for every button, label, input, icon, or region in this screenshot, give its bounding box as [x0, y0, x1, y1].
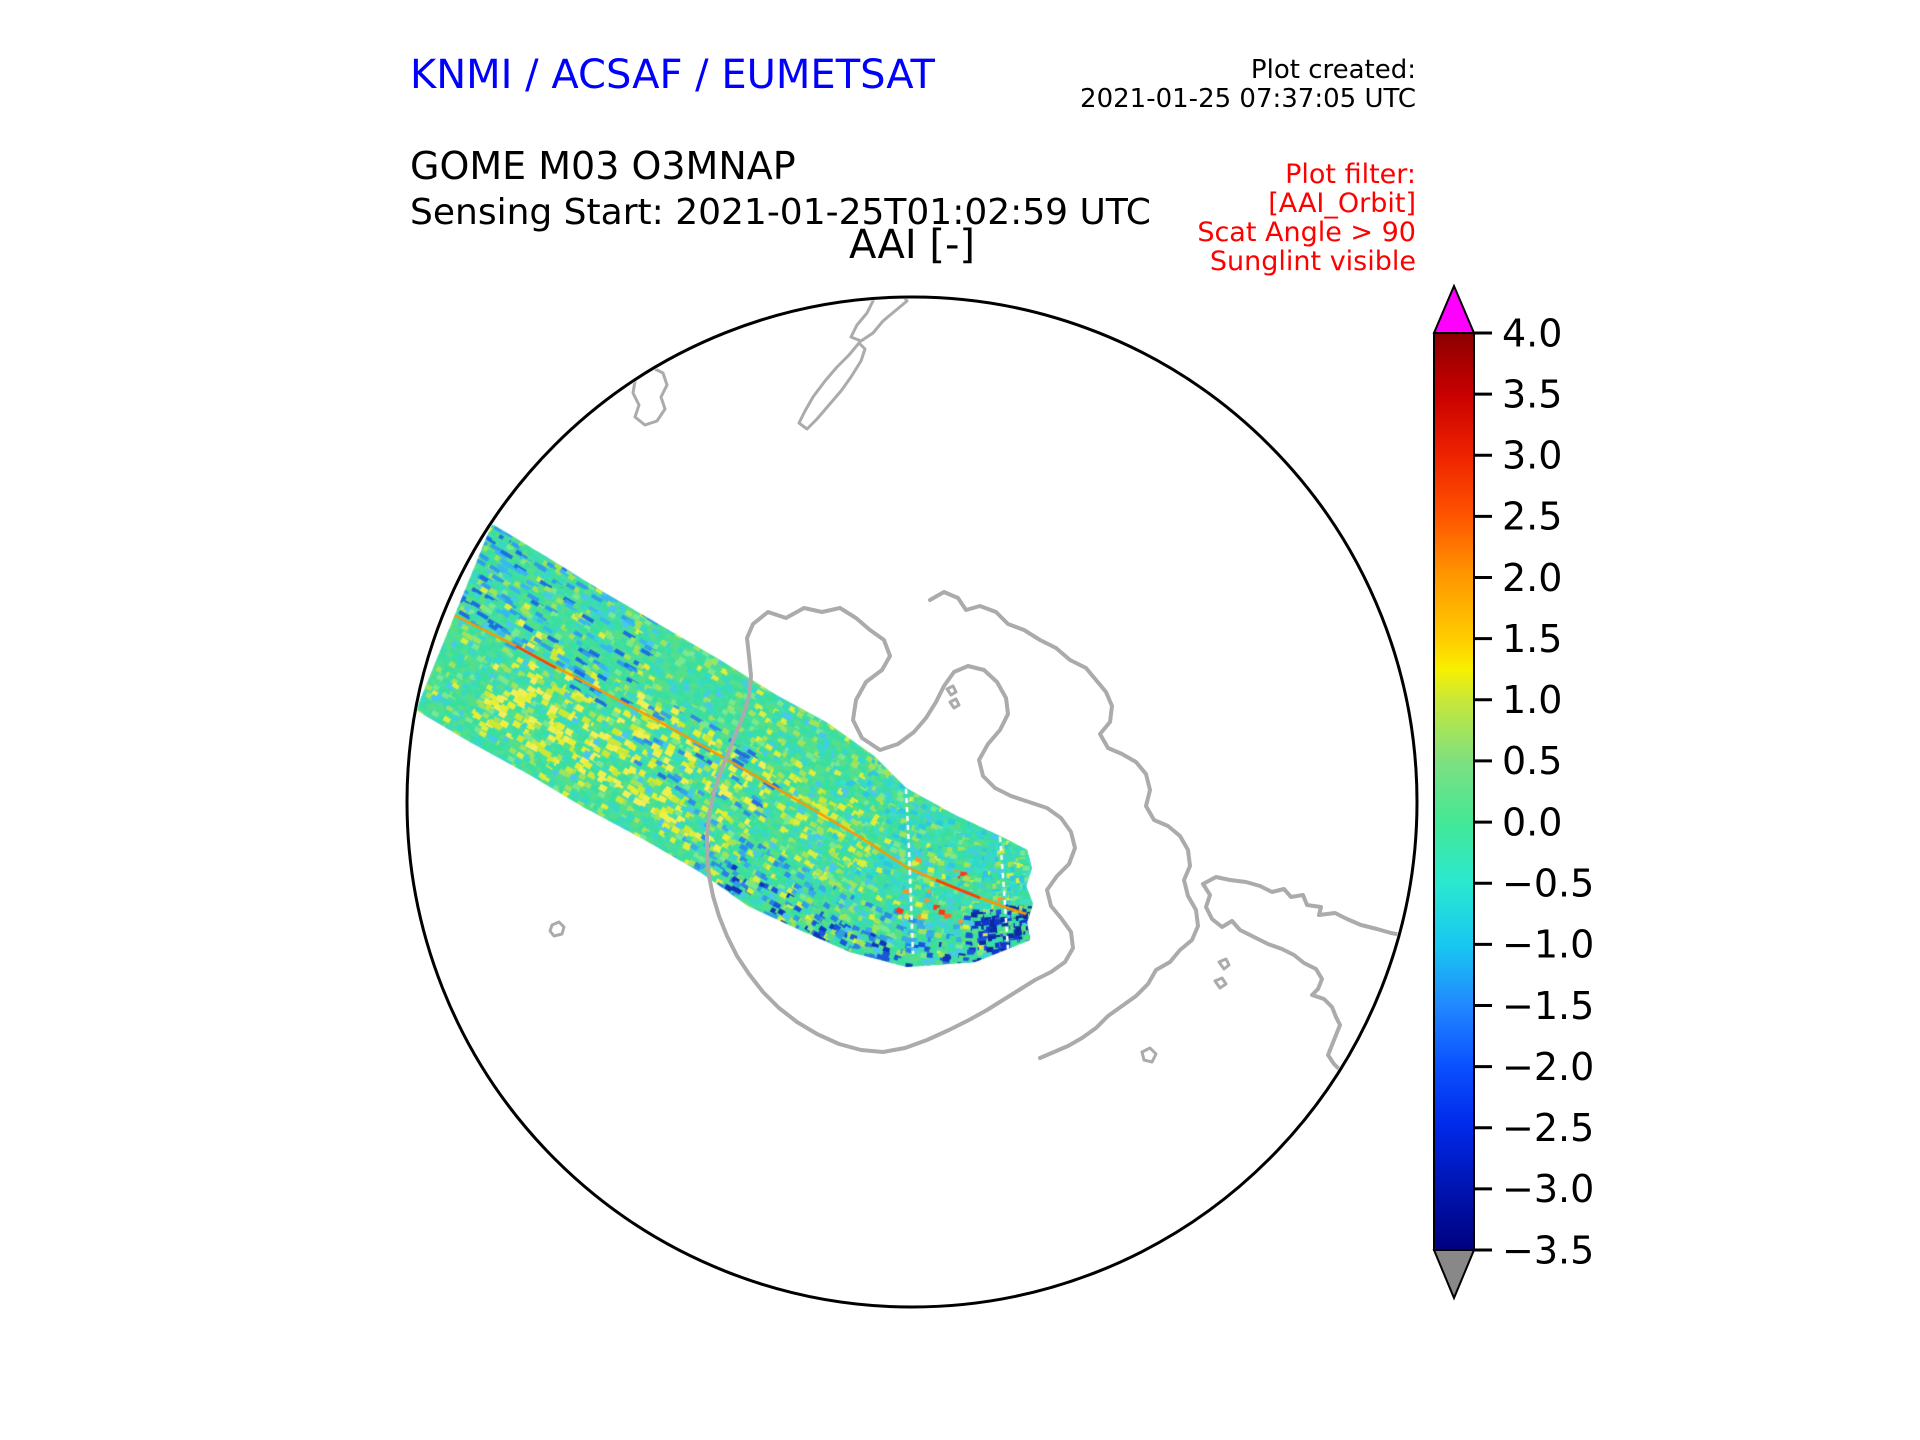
colorbar-tick-label: −1.5: [1502, 984, 1594, 1028]
colorbar-tick-label: −0.5: [1502, 862, 1594, 906]
colorbar-tick-label: 3.5: [1502, 372, 1562, 416]
coastline-island-southwest: [548, 920, 566, 938]
polar-map: [405, 295, 1419, 1309]
coastline-south-america-north-coast: [1201, 875, 1415, 940]
agency-title: KNMI / ACSAF / EUMETSAT: [410, 52, 935, 98]
colorbar-tick-label: 2.0: [1502, 556, 1562, 600]
coastline-south-america-south-coast: [1201, 882, 1344, 1074]
colorbar-tick-label: −3.0: [1502, 1167, 1594, 1211]
coastline-new-zealand-north: [849, 299, 909, 343]
coastline-peninsula-islet-1: [945, 684, 958, 697]
filter-line-3: Scat Angle > 90: [1197, 217, 1416, 248]
colorbar-ticks: 4.0 3.5 3.0 2.5 2.0 1.5 1.0 0.5 0.0 −0.5 −1.0 −1.5 −…: [1474, 311, 1594, 1272]
coastline-antarctica: [705, 606, 1077, 1054]
colorbar-tick-label: 1.5: [1502, 617, 1562, 661]
colorbar-tick-label: 4.0: [1502, 311, 1562, 355]
colorbar-tick-label: 0.5: [1502, 739, 1562, 783]
aai-swath-layer: [380, 260, 1420, 1340]
coastline-new-zealand-south: [797, 341, 867, 431]
coastline-falkland-island-1: [1217, 957, 1231, 971]
plot-created-value: 2021-01-25 07:37:05 UTC: [1080, 84, 1416, 114]
coastline-tasmania: [631, 365, 669, 427]
plot-created-label: Plot created:: [1250, 55, 1416, 85]
colorbar-tick-label: 0.0: [1502, 800, 1562, 844]
coastlines: [548, 299, 1415, 1074]
filter-line-2: [AAI_Orbit]: [1268, 188, 1416, 219]
coastline-ross-islet: [1140, 1046, 1158, 1064]
sensing-start-line: Sensing Start: 2021-01-25T01:02:59 UTC: [410, 192, 1151, 233]
colorbar-tick-label: 2.5: [1502, 495, 1562, 539]
coastline-east-antarctic-coast: [928, 590, 1200, 1060]
coastline-tasmania-islet: [624, 369, 636, 381]
filter-line-1: Plot filter:: [1285, 159, 1416, 190]
colorbar-tick-label: −1.0: [1502, 923, 1594, 967]
colorbar-tick-label: −2.0: [1502, 1045, 1594, 1089]
coastline-falkland-island-2: [1213, 976, 1228, 990]
plot-filter-block: Plot filter: [AAI_Orbit] Scat Angle > 90…: [1197, 160, 1416, 276]
map-boundary-circle: [405, 295, 1419, 1309]
colorbar-tick-label: 1.0: [1502, 678, 1562, 722]
colorbar-tick-label: −2.5: [1502, 1106, 1594, 1150]
colorbar-tick-label: −3.5: [1502, 1228, 1594, 1272]
colorbar-bar: [1433, 332, 1475, 1251]
colorbar: 4.0 3.5 3.0 2.5 2.0 1.5 1.0 0.5 0.0 −0.5 −1.0 −1.5 −…: [1432, 283, 1594, 1301]
product-title: GOME M03 O3MNAP: [410, 144, 796, 188]
colorbar-under-arrow: [1432, 1249, 1476, 1301]
colorbar-over-arrow: [1432, 283, 1476, 334]
coastline-peninsula-islet-2: [948, 697, 961, 710]
plot-created-block: Plot created: 2021-01-25 07:37:05 UTC: [1080, 56, 1416, 114]
colorbar-tick-label: 3.0: [1502, 434, 1562, 478]
